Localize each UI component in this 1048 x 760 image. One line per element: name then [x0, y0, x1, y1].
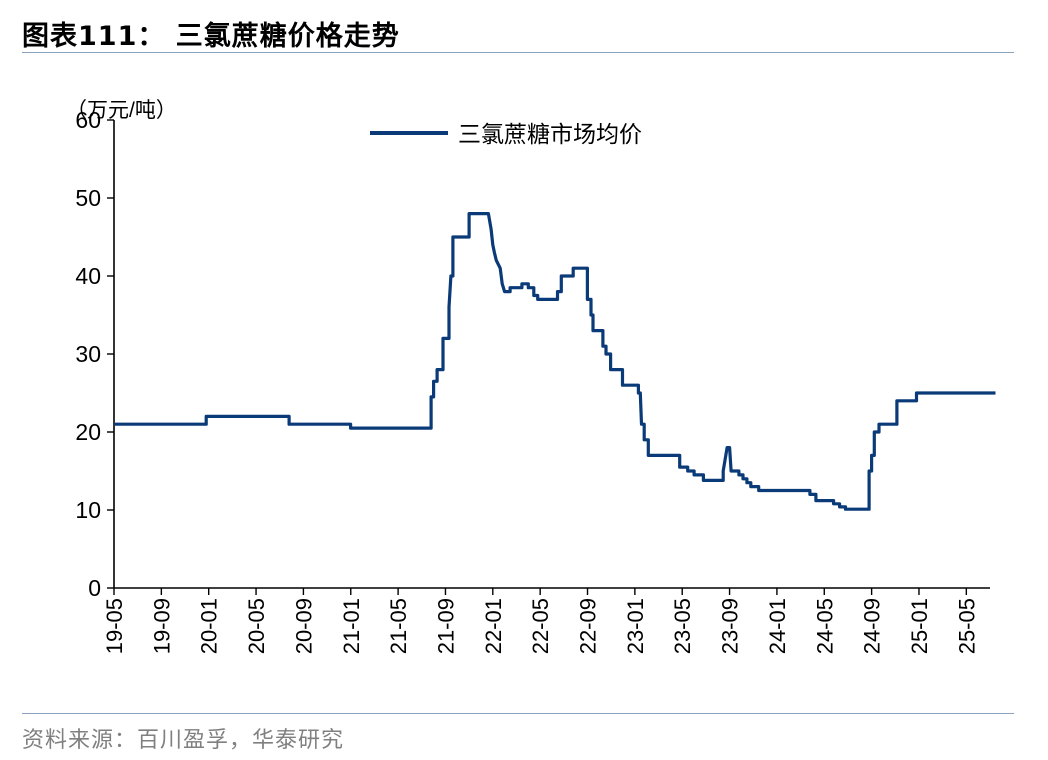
- y-axis-ticks: 0 10 20 30 40 50 60: [75, 107, 114, 601]
- x-axis-ticks: 19-05 19-09 20-01 20-05 20-09 21-01 21-05 21-09…: [102, 588, 979, 654]
- x-tick-label: 24-05: [812, 598, 837, 654]
- x-tick-label: 20-01: [197, 598, 222, 654]
- y-tick-label: 50: [75, 185, 101, 211]
- y-tick-label: 0: [88, 575, 101, 601]
- x-tick-label: 19-05: [102, 598, 127, 654]
- y-axis-unit-label: （万元/吨）: [66, 99, 177, 122]
- x-tick-label: 21-05: [386, 598, 411, 654]
- y-tick-label: 10: [75, 497, 101, 523]
- x-tick-label: 19-09: [149, 598, 174, 654]
- x-tick-label: 22-09: [576, 598, 601, 654]
- x-tick-label: 23-09: [718, 598, 743, 654]
- bottom-divider: [22, 713, 1014, 714]
- page-title: 图表111： 三氯蔗糖价格走势: [22, 21, 400, 52]
- x-tick-label: 21-01: [339, 598, 364, 654]
- x-tick-label: 22-01: [481, 598, 506, 654]
- x-tick-label: 20-05: [244, 598, 269, 654]
- y-tick-label: 40: [75, 263, 101, 289]
- y-tick-label: 20: [75, 419, 101, 445]
- x-tick-label: 22-05: [528, 598, 553, 654]
- x-tick-label: 24-01: [765, 598, 790, 654]
- y-tick-label: 30: [75, 341, 101, 367]
- chart-legend: 三氯蔗糖市场均价: [370, 121, 642, 147]
- x-tick-label: 21-09: [433, 598, 458, 654]
- source-note: 资料来源：百川盈孚，华泰研究: [22, 728, 345, 753]
- x-tick-label: 24-09: [860, 598, 885, 654]
- x-tick-label: 23-01: [623, 598, 648, 654]
- y-tick-label: 60: [75, 107, 101, 133]
- x-tick-label: 20-09: [291, 598, 316, 654]
- legend-label: 三氯蔗糖市场均价: [458, 121, 642, 147]
- x-tick-label: 25-01: [907, 598, 932, 654]
- price-trend-chart: 0 10 20 30 40 50 60 19-05 19-09 20-01 20-05 20-09 2…: [66, 99, 996, 654]
- chart-axes: [113, 120, 990, 589]
- top-divider: [22, 52, 1014, 53]
- x-tick-label: 23-05: [670, 598, 695, 654]
- x-tick-label: 25-05: [954, 598, 979, 654]
- series-line-sucralose-price: [114, 212, 996, 511]
